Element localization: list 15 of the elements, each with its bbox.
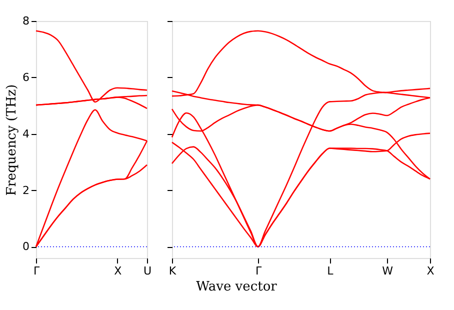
y-tick-label: 6 <box>22 70 30 84</box>
x-tick-label: W <box>382 264 394 278</box>
x-tick-label: K <box>168 264 177 278</box>
x-tick-label: U <box>143 264 152 278</box>
y-tick-label: 4 <box>22 127 30 140</box>
y-tick-label: 2 <box>22 184 30 197</box>
y-tick-label: 0 <box>22 240 30 254</box>
x-tick-label: X <box>426 264 435 278</box>
x-axis-title: Wave vector <box>196 280 278 294</box>
x-tick-label: X <box>114 264 122 278</box>
y-axis-title: Frequency (THz) <box>4 84 20 196</box>
x-tick-label: Γ <box>255 264 262 278</box>
x-tick-label: L <box>327 264 334 278</box>
y-tick-label: 8 <box>22 14 30 28</box>
x-tick-label: Γ <box>33 264 40 278</box>
